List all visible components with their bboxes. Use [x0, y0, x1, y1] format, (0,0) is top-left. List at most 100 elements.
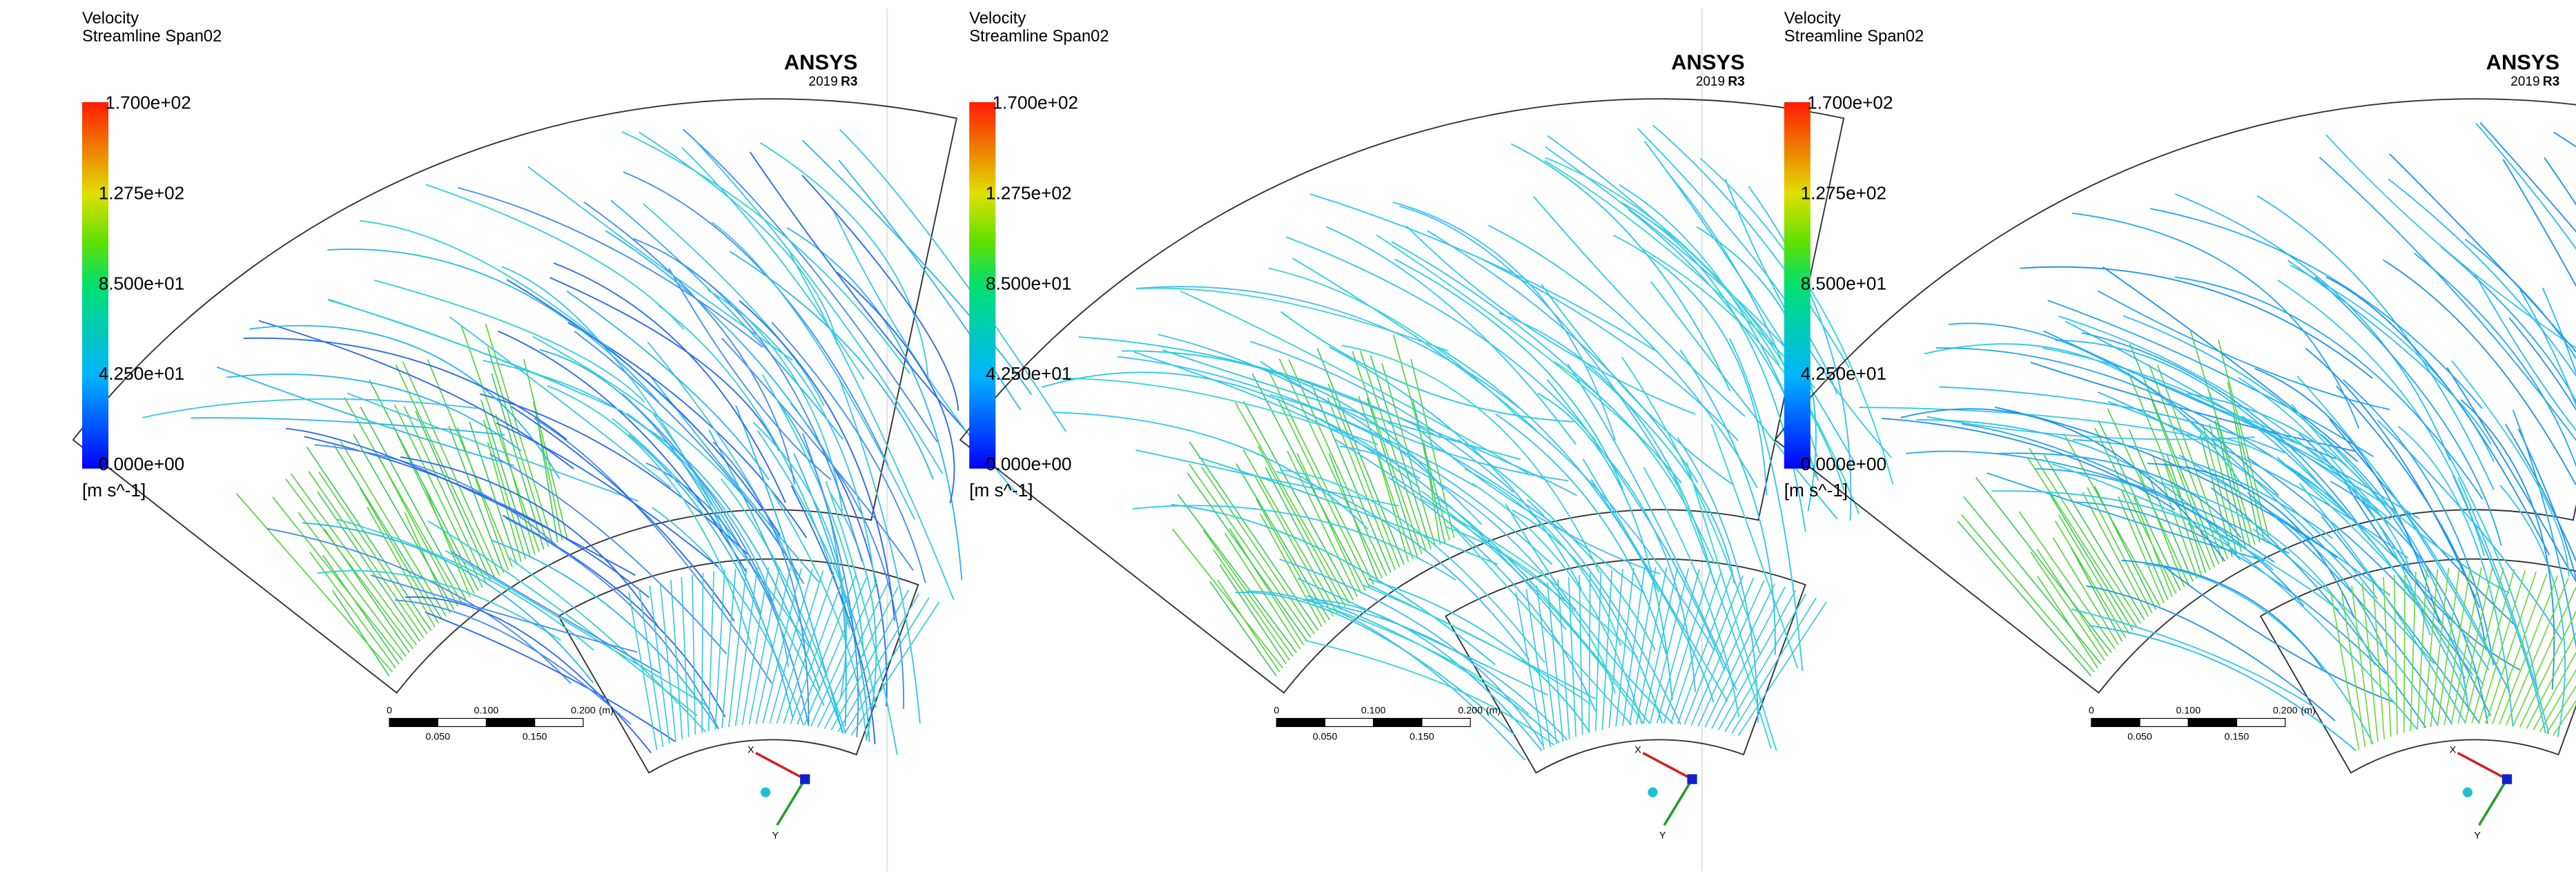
- streamline: [783, 571, 835, 724]
- streamline: [469, 421, 518, 565]
- streamline: [734, 567, 759, 726]
- streamline: [1679, 349, 1776, 655]
- triad-z: [800, 774, 810, 784]
- streamline: [427, 520, 698, 717]
- streamline: [1916, 419, 2241, 561]
- streamline: [2475, 122, 2576, 250]
- streamline: [803, 577, 867, 726]
- streamline: [1882, 418, 2176, 511]
- streamline: [2479, 122, 2576, 233]
- streamline: [1495, 413, 1668, 655]
- streamline: [1254, 475, 1334, 617]
- streamline: [2553, 131, 2576, 148]
- streamline: [1585, 365, 1735, 584]
- streamline: [843, 597, 930, 734]
- scale-segment: [2187, 717, 2238, 728]
- streamline: [1608, 568, 1623, 728]
- streamline: [1387, 421, 1646, 594]
- legend-units: [m s^-1]: [82, 480, 146, 501]
- streamline: [243, 337, 567, 440]
- streamline: [1590, 479, 1715, 703]
- streamline: [741, 567, 770, 726]
- streamline: [647, 341, 799, 583]
- scale-label: 0.050: [2127, 731, 2152, 742]
- streamline: [1422, 499, 1639, 659]
- streamline: [2072, 439, 2334, 539]
- streamline: [547, 385, 752, 645]
- colorbar-label: 1.275e+02: [99, 182, 184, 203]
- streamline: [825, 481, 898, 755]
- streamline: [621, 393, 777, 611]
- streamline: [721, 568, 736, 728]
- streamline: [790, 573, 846, 724]
- streamline: [2128, 429, 2194, 582]
- streamline: [1724, 593, 1807, 732]
- streamline: [711, 222, 915, 520]
- streamline: [1949, 322, 2279, 496]
- streamline: [2152, 456, 2198, 579]
- streamline: [2107, 400, 2409, 559]
- streamline: [1525, 588, 1551, 748]
- streamline: [1391, 241, 1682, 483]
- streamline: [353, 434, 455, 610]
- streamline: [786, 227, 963, 581]
- scale-label: 0.100: [2176, 705, 2201, 716]
- streamline: [498, 330, 748, 574]
- triad-y: [1663, 778, 1694, 826]
- streamline: [2072, 212, 2360, 429]
- streamline: [272, 496, 403, 661]
- streamline: [373, 280, 645, 403]
- streamline: [1302, 599, 1568, 741]
- streamline: [1622, 567, 1646, 726]
- streamline: [1588, 436, 1697, 692]
- streamline: [2330, 592, 2360, 750]
- streamline: [479, 393, 748, 555]
- streamline: [801, 175, 959, 411]
- streamline: [1557, 579, 1570, 739]
- streamline: [2145, 563, 2374, 744]
- streamline: [1663, 570, 1711, 724]
- streamline: [2120, 489, 2169, 601]
- streamline: [396, 434, 475, 594]
- legend-title: Velocity: [1784, 9, 1841, 28]
- streamline: [340, 441, 447, 617]
- streamline: [1399, 205, 1679, 489]
- streamline: [370, 574, 638, 653]
- streamline: [2336, 385, 2487, 650]
- scale-label: 0: [1274, 705, 1279, 716]
- streamline: [2187, 523, 2418, 730]
- triad-z: [1687, 774, 1697, 784]
- streamline: [1367, 578, 1591, 733]
- triad-dot: [2462, 787, 2473, 797]
- streamline: [344, 397, 463, 604]
- colorbar-label: 0.000e+00: [1801, 454, 1886, 474]
- streamline: [668, 268, 832, 481]
- logo-year: 2019: [809, 75, 838, 89]
- legend-title: Velocity: [969, 9, 1026, 28]
- streamline: [1268, 267, 1517, 416]
- streamline: [1229, 528, 1305, 646]
- streamline: [2087, 487, 2153, 614]
- streamline: [2305, 347, 2481, 608]
- streamline: [2054, 521, 2127, 639]
- streamline: [1267, 369, 1375, 585]
- streamline: [2446, 367, 2576, 583]
- triad-label-x: X: [1635, 745, 1641, 756]
- streamline: [427, 359, 514, 567]
- streamline: [701, 572, 704, 733]
- streamline: [502, 514, 726, 718]
- streamline: [790, 485, 876, 745]
- streamline: [748, 567, 781, 725]
- streamline: [226, 373, 522, 452]
- streamline: [1297, 577, 1549, 696]
- streamline: [638, 588, 664, 748]
- streamline: [566, 290, 770, 481]
- streamline: [2325, 276, 2550, 556]
- legend-units: [m s^-1]: [969, 480, 1033, 501]
- streamline: [2097, 391, 2378, 599]
- streamline: [2155, 480, 2376, 666]
- streamline: [1078, 336, 1441, 438]
- streamline: [482, 420, 527, 560]
- streamline: [1054, 411, 1369, 530]
- streamline: [2065, 320, 2395, 511]
